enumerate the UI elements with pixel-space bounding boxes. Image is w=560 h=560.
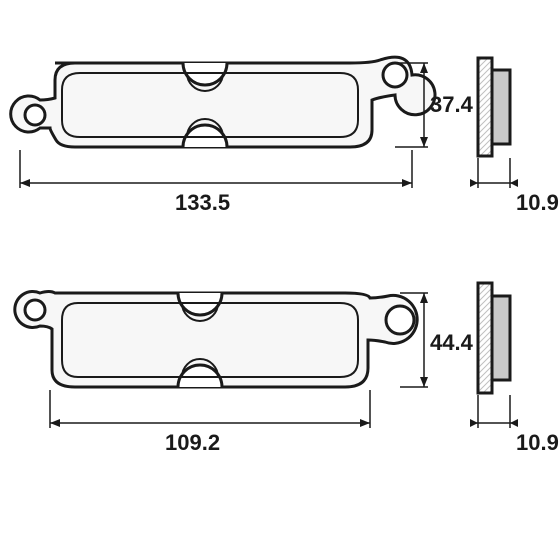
dim-top-thick: 10.9: [516, 190, 559, 216]
bottom-dims: [0, 0, 560, 560]
dim-bottom-width: 109.2: [165, 430, 220, 456]
dim-bottom-thick: 10.9: [516, 430, 559, 456]
dim-top-width: 133.5: [175, 190, 230, 216]
dim-top-height: 37.4: [430, 92, 473, 118]
dim-bottom-height: 44.4: [430, 330, 473, 356]
diagram-stage: 37.4 133.5 10.9 44.4 109.2 10.9: [0, 0, 560, 560]
